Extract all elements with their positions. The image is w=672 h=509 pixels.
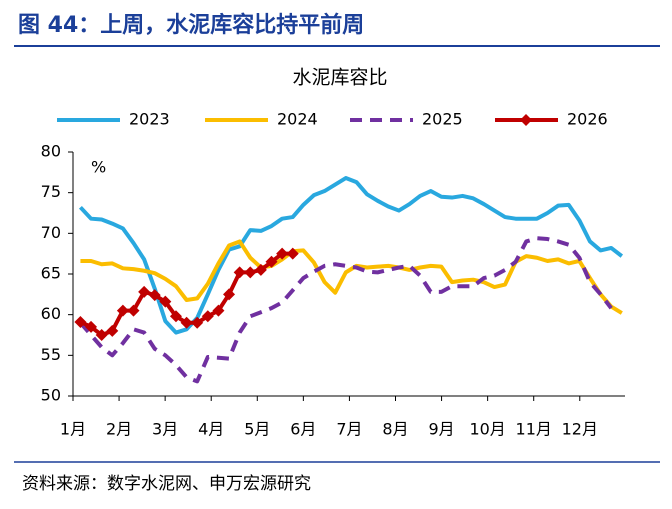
x-tick-label: 3月 [152, 420, 178, 439]
chart-title: 水泥库容比 [292, 67, 387, 89]
x-tick-label: 7月 [336, 420, 362, 439]
series-marker [106, 324, 119, 337]
series-marker [201, 310, 214, 323]
y-tick-label: 60 [41, 304, 61, 323]
figure-title: 图 44：上周，水泥库容比持平前周 [18, 12, 364, 38]
series-marker [169, 310, 182, 323]
legend-marker [520, 114, 532, 126]
series-marker [85, 320, 98, 333]
y-tick-label: 80 [41, 142, 61, 161]
series-marker [180, 316, 193, 329]
legend-label: 2025 [422, 110, 463, 129]
x-tick-label: 2月 [106, 420, 132, 439]
x-tick-label: 8月 [382, 420, 408, 439]
series-marker [191, 316, 204, 329]
series-marker [138, 285, 151, 298]
y-tick-label: 65 [41, 264, 61, 283]
legend-label: 2023 [129, 110, 170, 129]
series-marker [233, 266, 246, 279]
y-tick-label: 50 [41, 386, 61, 405]
x-tick-label: 5月 [244, 420, 270, 439]
series-marker [244, 266, 257, 279]
legend-label: 2024 [277, 110, 318, 129]
series-marker [74, 315, 87, 328]
source: 资料来源：数字水泥网、申万宏源研究 [22, 474, 311, 494]
series-marker [265, 255, 278, 268]
series-line [78, 236, 613, 384]
series-line [80, 239, 623, 315]
series-marker [223, 288, 236, 301]
x-tick-label: 1月 [60, 420, 86, 439]
series-line [78, 176, 624, 335]
x-tick-label: 10月 [469, 420, 505, 439]
series-marker [254, 263, 267, 276]
legend-label: 2026 [567, 110, 608, 129]
series-marker [127, 304, 140, 317]
series-marker [95, 329, 108, 341]
x-tick-label: 6月 [290, 420, 316, 439]
series-marker [148, 289, 161, 302]
series-marker [212, 304, 225, 317]
y-tick-label: 75 [41, 182, 61, 201]
series-marker [286, 247, 299, 260]
series-marker [159, 295, 172, 308]
x-tick-label: 11月 [516, 420, 552, 439]
series-marker [276, 247, 289, 260]
y-unit: % [91, 158, 106, 177]
y-tick-label: 70 [41, 223, 61, 242]
x-tick-label: 12月 [562, 420, 598, 439]
x-tick-label: 4月 [198, 420, 224, 439]
y-tick-label: 55 [41, 345, 61, 364]
x-tick-label: 9月 [428, 420, 454, 439]
series-marker [116, 304, 129, 317]
